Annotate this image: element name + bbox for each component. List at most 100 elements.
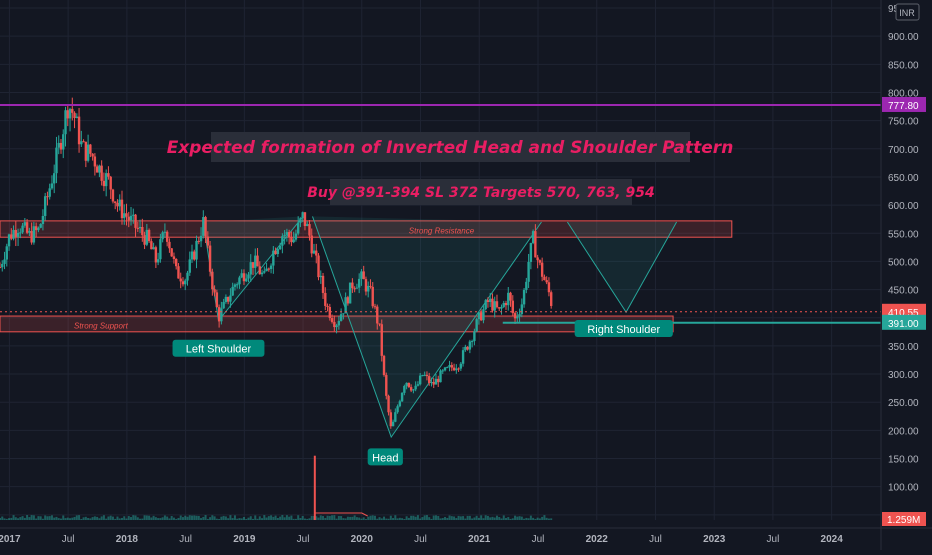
candle-body (387, 395, 390, 413)
candle-body (448, 365, 451, 368)
candle-body (32, 226, 36, 243)
candle-body (328, 306, 332, 318)
candle-body (208, 245, 212, 272)
candle-body (102, 180, 106, 187)
volume-bar (434, 515, 437, 520)
volume-bar (125, 518, 128, 520)
volume-bar (111, 516, 114, 520)
candle-body (73, 112, 76, 119)
candle-body (468, 341, 472, 350)
candle-body (143, 235, 146, 245)
candle-body (421, 375, 424, 377)
volume-bar (272, 516, 275, 520)
candle-body (326, 305, 329, 307)
candle-body (93, 156, 97, 167)
candle-body (125, 213, 128, 217)
zone-strong-resistance (0, 220, 733, 238)
volume-bar (448, 515, 451, 520)
volume-bar (403, 518, 406, 520)
volume-bar (444, 516, 447, 520)
candle-body (488, 298, 492, 302)
volume-bar (261, 518, 264, 520)
candle-body (355, 287, 359, 289)
candle-body (179, 278, 182, 282)
volume-bar (120, 517, 123, 520)
candle-body (450, 365, 453, 368)
candle-body (299, 218, 302, 223)
candle-body (229, 295, 232, 302)
volume-bar (265, 517, 268, 520)
candle-body (443, 367, 447, 371)
volume-bar (412, 515, 415, 520)
volume-bar (50, 515, 53, 520)
volume-bar (0, 517, 1, 520)
candle-body (98, 165, 101, 173)
candle-body (154, 247, 158, 263)
volume-bar (326, 515, 329, 520)
candle-body (369, 285, 372, 287)
volume-bar (355, 517, 358, 520)
volume-bar (26, 515, 29, 520)
candle-body (412, 389, 415, 391)
candle-body (520, 304, 524, 315)
volume-bar (14, 517, 17, 520)
y-tick-label: 550.00 (888, 229, 919, 240)
volume-bar (520, 516, 523, 520)
candle-body (348, 282, 352, 304)
candle-body (441, 370, 444, 372)
volume-bar (258, 516, 261, 520)
candle-body (120, 199, 124, 219)
candle-body (513, 313, 517, 319)
candle-body (165, 231, 169, 242)
price-391-badge-label: 391.00 (888, 319, 919, 330)
last-price-badge-label: 410.55 (888, 308, 919, 319)
candle-body (68, 108, 72, 119)
currency-badge[interactable] (895, 3, 920, 21)
volume-bar (19, 517, 22, 520)
candle-body (394, 412, 397, 422)
volume-bar (154, 517, 157, 520)
volume-bar (136, 517, 139, 520)
volume-bar (401, 518, 404, 520)
volume-bar (493, 517, 496, 520)
volume-bar (227, 518, 230, 520)
candle-body (536, 257, 539, 261)
volume-bar (30, 515, 33, 520)
candle-body (464, 346, 467, 351)
candle-body (493, 301, 496, 311)
candle-body (547, 282, 551, 293)
volume-bar (489, 517, 492, 520)
volume-bar (550, 518, 553, 520)
candle-body (439, 370, 442, 383)
candle-body (274, 250, 277, 255)
x-tick-label: Jul (297, 534, 310, 545)
volume-bar (480, 515, 483, 520)
candle-body (385, 375, 388, 396)
candle-body (147, 229, 151, 242)
candle-body (529, 243, 533, 262)
volume-bar (514, 515, 517, 520)
volume-bar (547, 518, 550, 520)
candle-body (425, 374, 429, 377)
head-pattern-outline (312, 216, 542, 439)
candle-body (373, 306, 377, 308)
candle-body (278, 245, 282, 250)
candle-body (457, 368, 460, 370)
volume-bar (8, 518, 11, 520)
candle-body (254, 255, 257, 268)
volume-bar (543, 515, 546, 520)
candle-body (249, 262, 252, 275)
volume-bar (175, 518, 178, 520)
volume-bar (310, 515, 313, 520)
candle-body (292, 239, 295, 243)
volume-bar (139, 518, 142, 520)
candle-body (371, 286, 374, 307)
candle-body (127, 216, 130, 221)
candle-body (5, 246, 8, 260)
candle-body (190, 251, 194, 260)
volume-bar (236, 518, 239, 520)
volume-bar (64, 518, 67, 520)
volume-bar (516, 516, 519, 520)
